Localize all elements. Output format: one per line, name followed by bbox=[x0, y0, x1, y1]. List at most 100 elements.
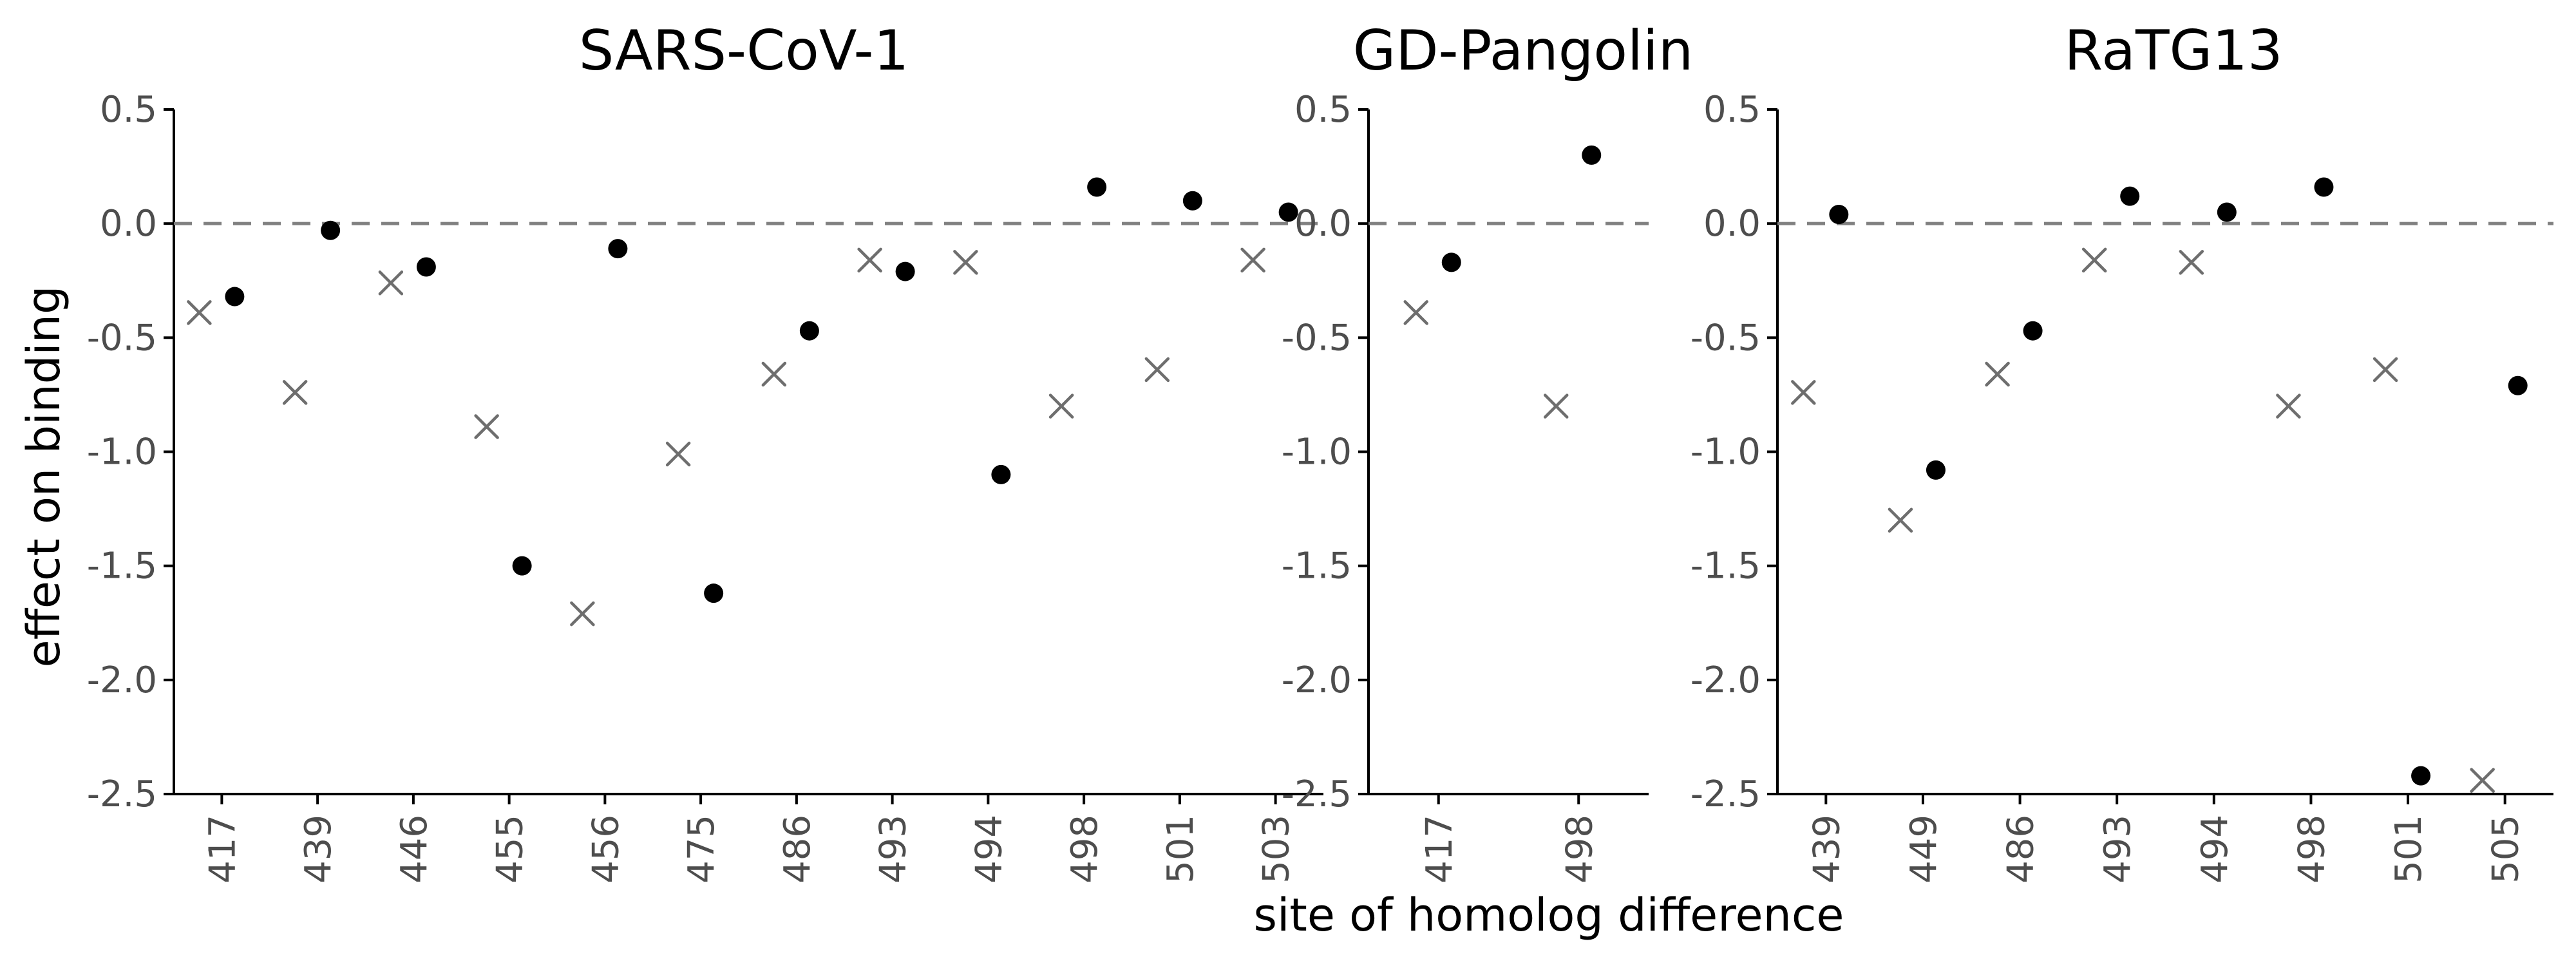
x-tick-label: 494 bbox=[2194, 815, 2236, 884]
x-cross-stroke bbox=[378, 270, 404, 296]
filled-circle-point bbox=[1087, 177, 1107, 197]
filled-circle-point bbox=[1582, 145, 1602, 165]
x-tick-label: 446 bbox=[393, 815, 435, 884]
y-tick-label: 0.5 bbox=[1703, 89, 1761, 131]
x-cross-point bbox=[474, 414, 499, 439]
x-cross-point bbox=[2276, 393, 2301, 419]
x-cross-point bbox=[2470, 768, 2495, 793]
filled-circle-point bbox=[608, 239, 628, 259]
filled-circle-point bbox=[1182, 191, 1202, 211]
x-cross-stroke bbox=[1888, 507, 1913, 533]
x-cross-point bbox=[282, 380, 308, 405]
facet-panel: RaTG13 0.5 0.0 -0.5 -1.0 -1.5 -2.0 -2.5 439 449 48… bbox=[1690, 19, 2553, 884]
x-tick-label: 498 bbox=[1064, 815, 1106, 884]
filled-circle-point bbox=[2411, 766, 2431, 786]
x-cross-point bbox=[1791, 380, 1816, 405]
x-tick-label: 417 bbox=[1419, 815, 1461, 884]
x-tick-label: 501 bbox=[1160, 815, 1202, 884]
x-tick-label: 505 bbox=[2485, 815, 2527, 884]
y-tick-label: -2.5 bbox=[1282, 773, 1352, 815]
x-cross-stroke bbox=[1144, 357, 1170, 383]
x-cross-point bbox=[378, 270, 404, 296]
panel-title: SARS-CoV-1 bbox=[579, 19, 909, 83]
x-tick-label: 417 bbox=[202, 815, 243, 884]
x-cross-point bbox=[1048, 393, 1074, 419]
x-cross-stroke bbox=[474, 414, 499, 439]
x-cross-point bbox=[570, 601, 595, 627]
x-tick-label: 449 bbox=[1903, 815, 1945, 884]
y-tick-label: -0.5 bbox=[1690, 317, 1761, 359]
chart-panels: SARS-CoV-1 0.5 0.0 -0.5 -1.0 -1.5 -2.0 -2.5 417 4… bbox=[87, 19, 2553, 884]
filled-circle-point bbox=[991, 464, 1011, 484]
x-cross-stroke bbox=[761, 361, 787, 387]
x-tick-label: 439 bbox=[298, 815, 339, 884]
x-tick-label: 494 bbox=[968, 815, 1010, 884]
x-tick-label: 486 bbox=[2000, 815, 2042, 884]
x-tick-label: 486 bbox=[777, 815, 819, 884]
x-tick-label: 439 bbox=[1806, 815, 1848, 884]
y-tick-label: -1.5 bbox=[1282, 545, 1352, 587]
x-cross-stroke bbox=[1544, 393, 1569, 419]
x-tick-label: 498 bbox=[1558, 815, 1600, 884]
y-tick-label: -1.0 bbox=[1282, 431, 1352, 473]
y-tick-label: -0.5 bbox=[87, 317, 157, 359]
filled-circle-point bbox=[2314, 177, 2334, 197]
y-tick-label: 0.5 bbox=[1294, 89, 1352, 131]
x-cross-point bbox=[1985, 361, 2010, 387]
x-tick-label: 475 bbox=[681, 815, 723, 884]
filled-circle-point bbox=[321, 220, 341, 240]
y-tick-label: -2.0 bbox=[1282, 659, 1352, 701]
x-cross-stroke bbox=[2470, 768, 2495, 793]
filled-circle-point bbox=[1441, 252, 1461, 272]
x-cross-point bbox=[2081, 247, 2107, 273]
y-tick-label: 0.5 bbox=[100, 89, 157, 131]
x-cross-stroke bbox=[2276, 393, 2301, 419]
y-tick-label: -0.5 bbox=[1282, 317, 1352, 359]
x-cross-point bbox=[1240, 247, 1265, 273]
x-cross-point bbox=[2179, 250, 2204, 275]
y-tick-label: -1.5 bbox=[87, 545, 157, 587]
x-cross-stroke bbox=[1048, 393, 1074, 419]
filled-circle-point bbox=[1278, 202, 1298, 222]
x-cross-stroke bbox=[1985, 361, 2010, 387]
filled-circle-point bbox=[799, 321, 819, 341]
panel-title: RaTG13 bbox=[2064, 19, 2282, 83]
y-tick-label: -1.5 bbox=[1690, 545, 1761, 587]
y-tick-label: -2.5 bbox=[87, 773, 157, 815]
x-cross-stroke bbox=[1403, 300, 1428, 325]
x-cross-stroke bbox=[2081, 247, 2107, 273]
x-cross-point bbox=[761, 361, 787, 387]
x-cross-stroke bbox=[187, 300, 212, 325]
filled-circle-point bbox=[1926, 460, 1946, 480]
x-cross-point bbox=[1888, 507, 1913, 533]
x-cross-stroke bbox=[665, 441, 691, 467]
x-cross-point bbox=[953, 250, 978, 275]
filled-circle-point bbox=[2120, 186, 2140, 206]
x-cross-point bbox=[665, 441, 691, 467]
y-tick-label: -2.0 bbox=[1690, 659, 1761, 701]
x-cross-stroke bbox=[282, 380, 308, 405]
filled-circle-point bbox=[704, 583, 724, 603]
y-tick-label: -1.0 bbox=[1690, 431, 1761, 473]
panel-title: GD-Pangolin bbox=[1353, 19, 1694, 83]
y-tick-label: 0.0 bbox=[1294, 203, 1352, 245]
y-tick-label: -1.0 bbox=[87, 431, 157, 473]
filled-circle-point bbox=[2023, 321, 2043, 341]
x-cross-point bbox=[187, 300, 212, 325]
x-tick-label: 493 bbox=[2097, 815, 2139, 884]
facet-panel: SARS-CoV-1 0.5 0.0 -0.5 -1.0 -1.5 -2.0 -2.5 417 4… bbox=[87, 19, 1323, 884]
y-tick-label: 0.0 bbox=[1703, 203, 1761, 245]
x-cross-stroke bbox=[570, 601, 595, 627]
filled-circle-point bbox=[2508, 375, 2528, 395]
x-cross-point bbox=[857, 247, 882, 273]
filled-circle-point bbox=[416, 257, 436, 277]
x-cross-point bbox=[1544, 393, 1569, 419]
x-tick-label: 498 bbox=[2291, 815, 2333, 884]
x-tick-label: 493 bbox=[873, 815, 914, 884]
filled-circle-point bbox=[2217, 202, 2237, 222]
x-tick-label: 455 bbox=[489, 815, 531, 884]
x-cross-stroke bbox=[1791, 380, 1816, 405]
y-tick-label: 0.0 bbox=[100, 203, 157, 245]
